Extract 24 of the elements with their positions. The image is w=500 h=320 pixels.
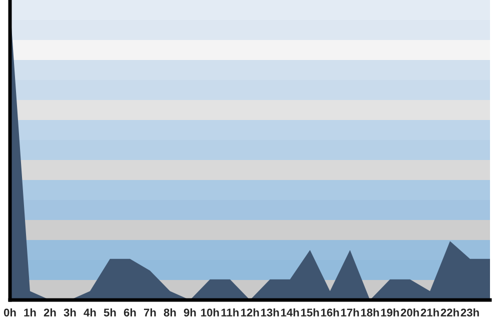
x-tick-label: 5h xyxy=(104,308,116,316)
x-tick-label: 20h xyxy=(400,308,419,316)
x-tick-label: 11h xyxy=(221,308,239,316)
x-tick-label: 16h xyxy=(321,308,339,316)
x-tick-label: 14h xyxy=(281,308,299,316)
x-tick-label: 3h xyxy=(64,308,76,317)
x-tick-label: 13h xyxy=(261,308,279,317)
x-tick-label: 22h xyxy=(440,308,459,316)
x-tick-label: 15h xyxy=(301,308,319,316)
x-tick-label: 0h xyxy=(4,308,16,316)
x-tick-label: 7h xyxy=(144,308,156,316)
x-tick-label: 2h xyxy=(44,308,56,316)
x-tick-label: 8h xyxy=(164,308,176,316)
x-tick-label: 19h xyxy=(381,308,399,316)
x-tick-label: 18h xyxy=(361,308,379,316)
x-tick-label: 23h xyxy=(460,308,479,317)
x-tick-label: 4h xyxy=(84,308,96,316)
x-tick-label: 21h xyxy=(420,308,439,316)
x-tick-label: 9h xyxy=(184,308,196,316)
x-tick-label: 6h xyxy=(124,308,136,316)
x-tick-label: 12h xyxy=(241,308,259,316)
x-tick-label: 17h xyxy=(341,308,359,316)
x-tick-label: 10h xyxy=(201,308,219,316)
x-tick-label: 1h xyxy=(24,308,36,316)
